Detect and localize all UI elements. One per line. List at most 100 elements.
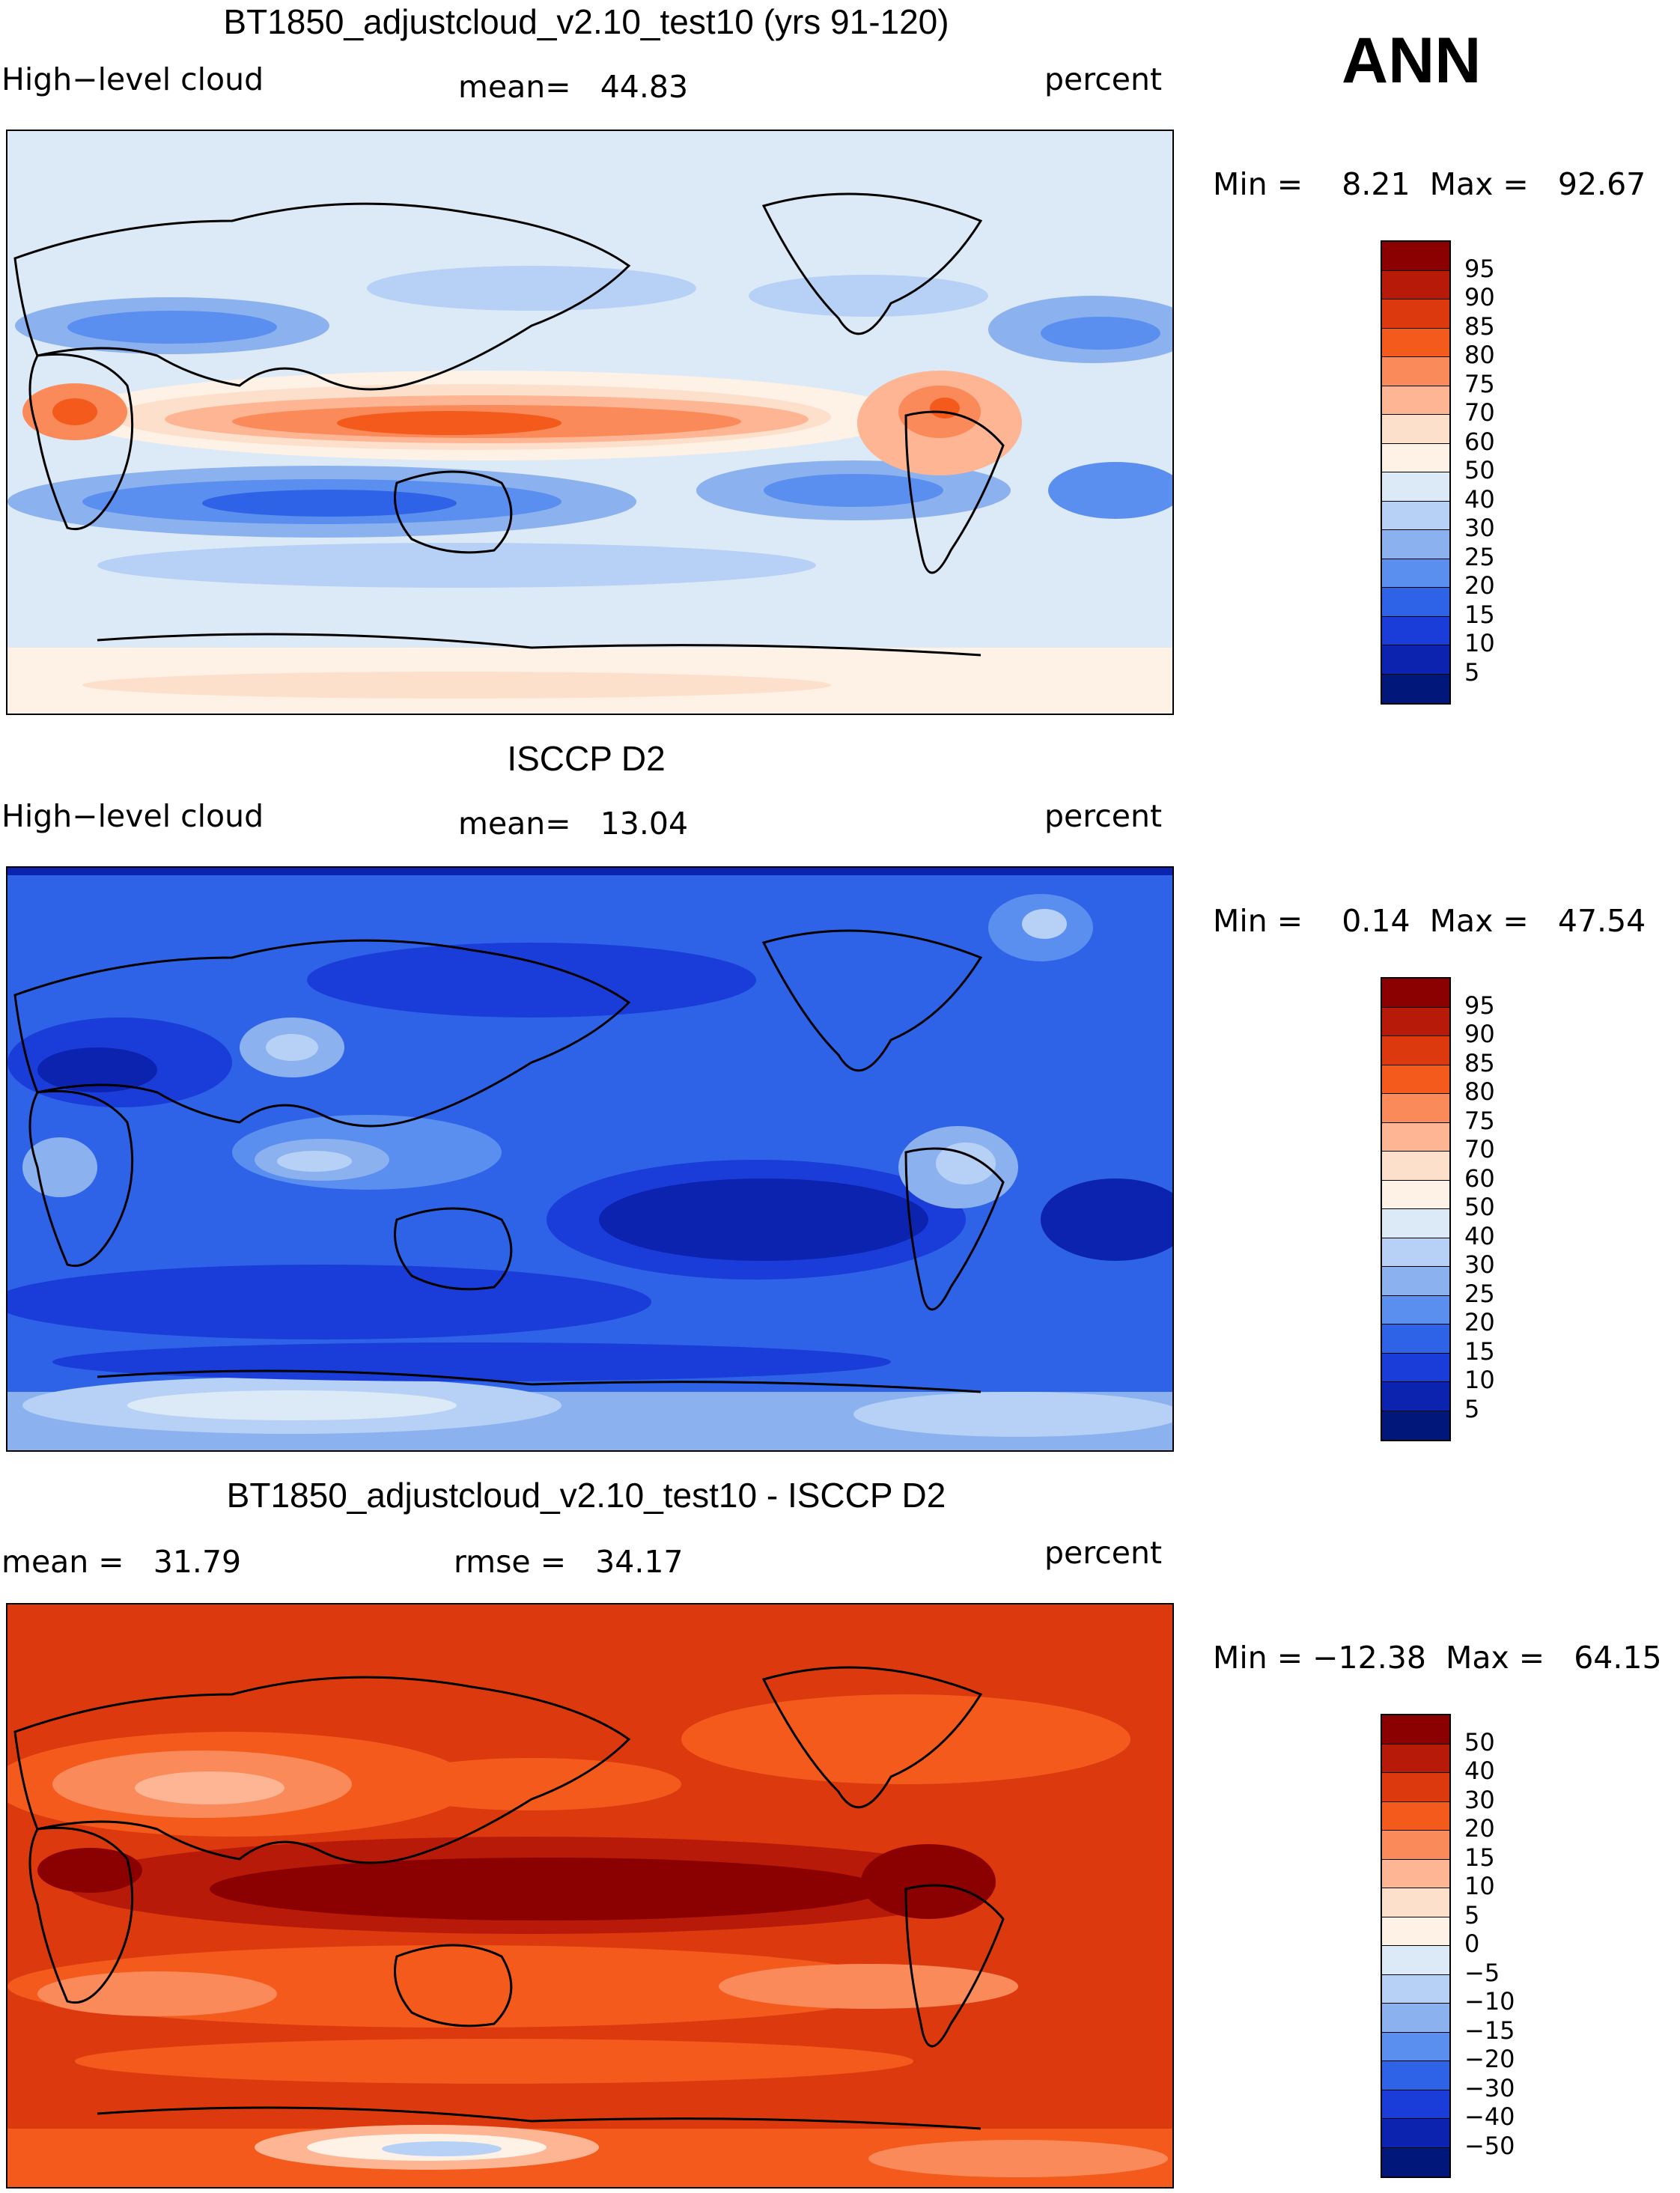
colorbar-tick-label: 95: [1464, 991, 1495, 1020]
panel-3-units-label: percent: [1044, 1535, 1163, 1571]
colorbar-segment: [1382, 242, 1449, 271]
colorbar-segment: [1382, 1946, 1449, 1975]
colorbar-segment: [1382, 530, 1449, 559]
panel-1-map: [6, 130, 1174, 715]
colorbar-segment: [1382, 357, 1449, 386]
colorbar-segment: [1382, 2032, 1449, 2061]
colorbar-segment: [1382, 1715, 1449, 1745]
colorbar-tick-label: 95: [1464, 254, 1495, 283]
colorbar-segment: [1382, 386, 1449, 415]
colorbar-tick-label: 80: [1464, 341, 1495, 369]
colorbar-tick-label: 15: [1464, 1843, 1495, 1872]
panel-1-units-label: percent: [1044, 61, 1163, 97]
colorbar-tick-label: −40: [1464, 2102, 1515, 2131]
colorbar-segment: [1382, 1238, 1449, 1267]
colorbar-tick-label: 50: [1464, 456, 1495, 484]
colorbar-segment: [1382, 1859, 1449, 1888]
colorbar-segment: [1382, 1411, 1449, 1440]
colorbar-segment: [1382, 2090, 1449, 2119]
colorbar-tick-label: 20: [1464, 1308, 1495, 1336]
colorbar-tick-label: 30: [1464, 1785, 1495, 1814]
colorbar-segment: [1382, 472, 1449, 502]
colorbar-segment: [1382, 1801, 1449, 1831]
colorbar-tick-label: 75: [1464, 1106, 1495, 1135]
colorbar-tick-label: 40: [1464, 484, 1495, 514]
colorbar-tick-label: 90: [1464, 1020, 1495, 1048]
panel-1-mean-label: mean= 44.83: [458, 69, 689, 105]
colorbar-tick-label: 50: [1464, 1727, 1495, 1756]
colorbar-segment: [1382, 1152, 1449, 1181]
colorbar-segment: [1382, 501, 1449, 530]
colorbar-tick-label: 0: [1464, 1929, 1480, 1958]
colorbar-tick-label: −15: [1464, 2016, 1515, 2045]
colorbar-tick-label: 70: [1464, 1135, 1495, 1164]
colorbar-tick-label: 90: [1464, 283, 1495, 311]
colorbar-tick-label: 70: [1464, 398, 1495, 427]
colorbar-segment: [1382, 1773, 1449, 1802]
colorbar-tick-label: 40: [1464, 1756, 1495, 1785]
colorbar-segment: [1382, 1267, 1449, 1296]
colorbar-segment: [1382, 1744, 1449, 1773]
colorbar-segment: [1382, 1382, 1449, 1411]
colorbar-tick-label: 10: [1464, 1366, 1495, 1394]
colorbar-tick-label: 60: [1464, 427, 1495, 456]
colorbar-tick-label: −10: [1464, 1987, 1515, 2016]
panel-1-minmax: Min = 8.21 Max = 92.67: [1213, 166, 1646, 202]
panel-2-title: ISCCP D2: [507, 739, 666, 778]
colorbar-tick-label: 5: [1464, 1394, 1480, 1423]
colorbar-tick-label: 20: [1464, 1814, 1495, 1843]
colorbar-tick-label: −20: [1464, 2045, 1515, 2073]
panel-1-variable-label: High−level cloud: [1, 61, 264, 97]
colorbar-segment: [1382, 1094, 1449, 1123]
colorbar-segment: [1382, 674, 1449, 703]
colorbar-tick-label: 5: [1464, 657, 1480, 687]
colorbar-segment: [1382, 1007, 1449, 1036]
colorbar-tick-label: 75: [1464, 369, 1495, 398]
panel-3-title: BT1850_adjustcloud_v2.10_test10 - ISCCP …: [226, 1476, 946, 1515]
panel-2-minmax: Min = 0.14 Max = 47.54: [1213, 903, 1646, 939]
colorbar-tick-label: 50: [1464, 1193, 1495, 1221]
colorbar-tick-label: −50: [1464, 2131, 1515, 2160]
colorbar-segment: [1382, 588, 1449, 617]
colorbar-segment: [1382, 1065, 1449, 1094]
panel-2-map: [6, 866, 1174, 1452]
panel-1-title: BT1850_adjustcloud_v2.10_test10 (yrs 91-…: [223, 2, 949, 41]
colorbar-segment: [1382, 1180, 1449, 1209]
colorbar-segment: [1382, 2147, 1449, 2177]
colorbar-tick-label: 30: [1464, 514, 1495, 542]
panel-3-colorbar: [1381, 1714, 1451, 2178]
colorbar-segment: [1382, 2061, 1449, 2090]
colorbar-tick-label: −5: [1464, 1958, 1500, 1987]
colorbar-tick-label: 80: [1464, 1077, 1495, 1106]
colorbar-tick-label: 85: [1464, 311, 1495, 341]
panel-3-map: [6, 1603, 1174, 2189]
colorbar-tick-label: 25: [1464, 1279, 1495, 1308]
colorbar-segment: [1382, 559, 1449, 588]
colorbar-tick-label: 30: [1464, 1250, 1495, 1279]
colorbar-segment: [1382, 979, 1449, 1008]
colorbar-segment: [1382, 328, 1449, 357]
colorbar-tick-label: 25: [1464, 542, 1495, 571]
colorbar-tick-label: 15: [1464, 600, 1495, 629]
colorbar-segment: [1382, 616, 1449, 645]
panel-1-colorbar: [1381, 240, 1451, 705]
panel-3-minmax: Min = −12.38 Max = 64.15: [1213, 1640, 1662, 1676]
colorbar-tick-label: 5: [1464, 1900, 1480, 1929]
colorbar-tick-label: −30: [1464, 2073, 1515, 2102]
colorbar-segment: [1382, 2119, 1449, 2148]
colorbar-segment: [1382, 645, 1449, 675]
colorbar-tick-label: 10: [1464, 629, 1495, 657]
colorbar-segment: [1382, 1888, 1449, 1917]
colorbar-segment: [1382, 1295, 1449, 1324]
colorbar-segment: [1382, 1324, 1449, 1354]
colorbar-segment: [1382, 270, 1449, 299]
panel-2-mean-label: mean= 13.04: [458, 806, 689, 842]
colorbar-segment: [1382, 1917, 1449, 1946]
colorbar-tick-label: 85: [1464, 1048, 1495, 1077]
colorbar-tick-label: 20: [1464, 571, 1495, 600]
colorbar-segment: [1382, 299, 1449, 329]
panel-2-units-label: percent: [1044, 798, 1163, 834]
colorbar-segment: [1382, 1831, 1449, 1860]
panel-2-colorbar: [1381, 977, 1451, 1441]
colorbar-tick-label: 60: [1464, 1164, 1495, 1193]
